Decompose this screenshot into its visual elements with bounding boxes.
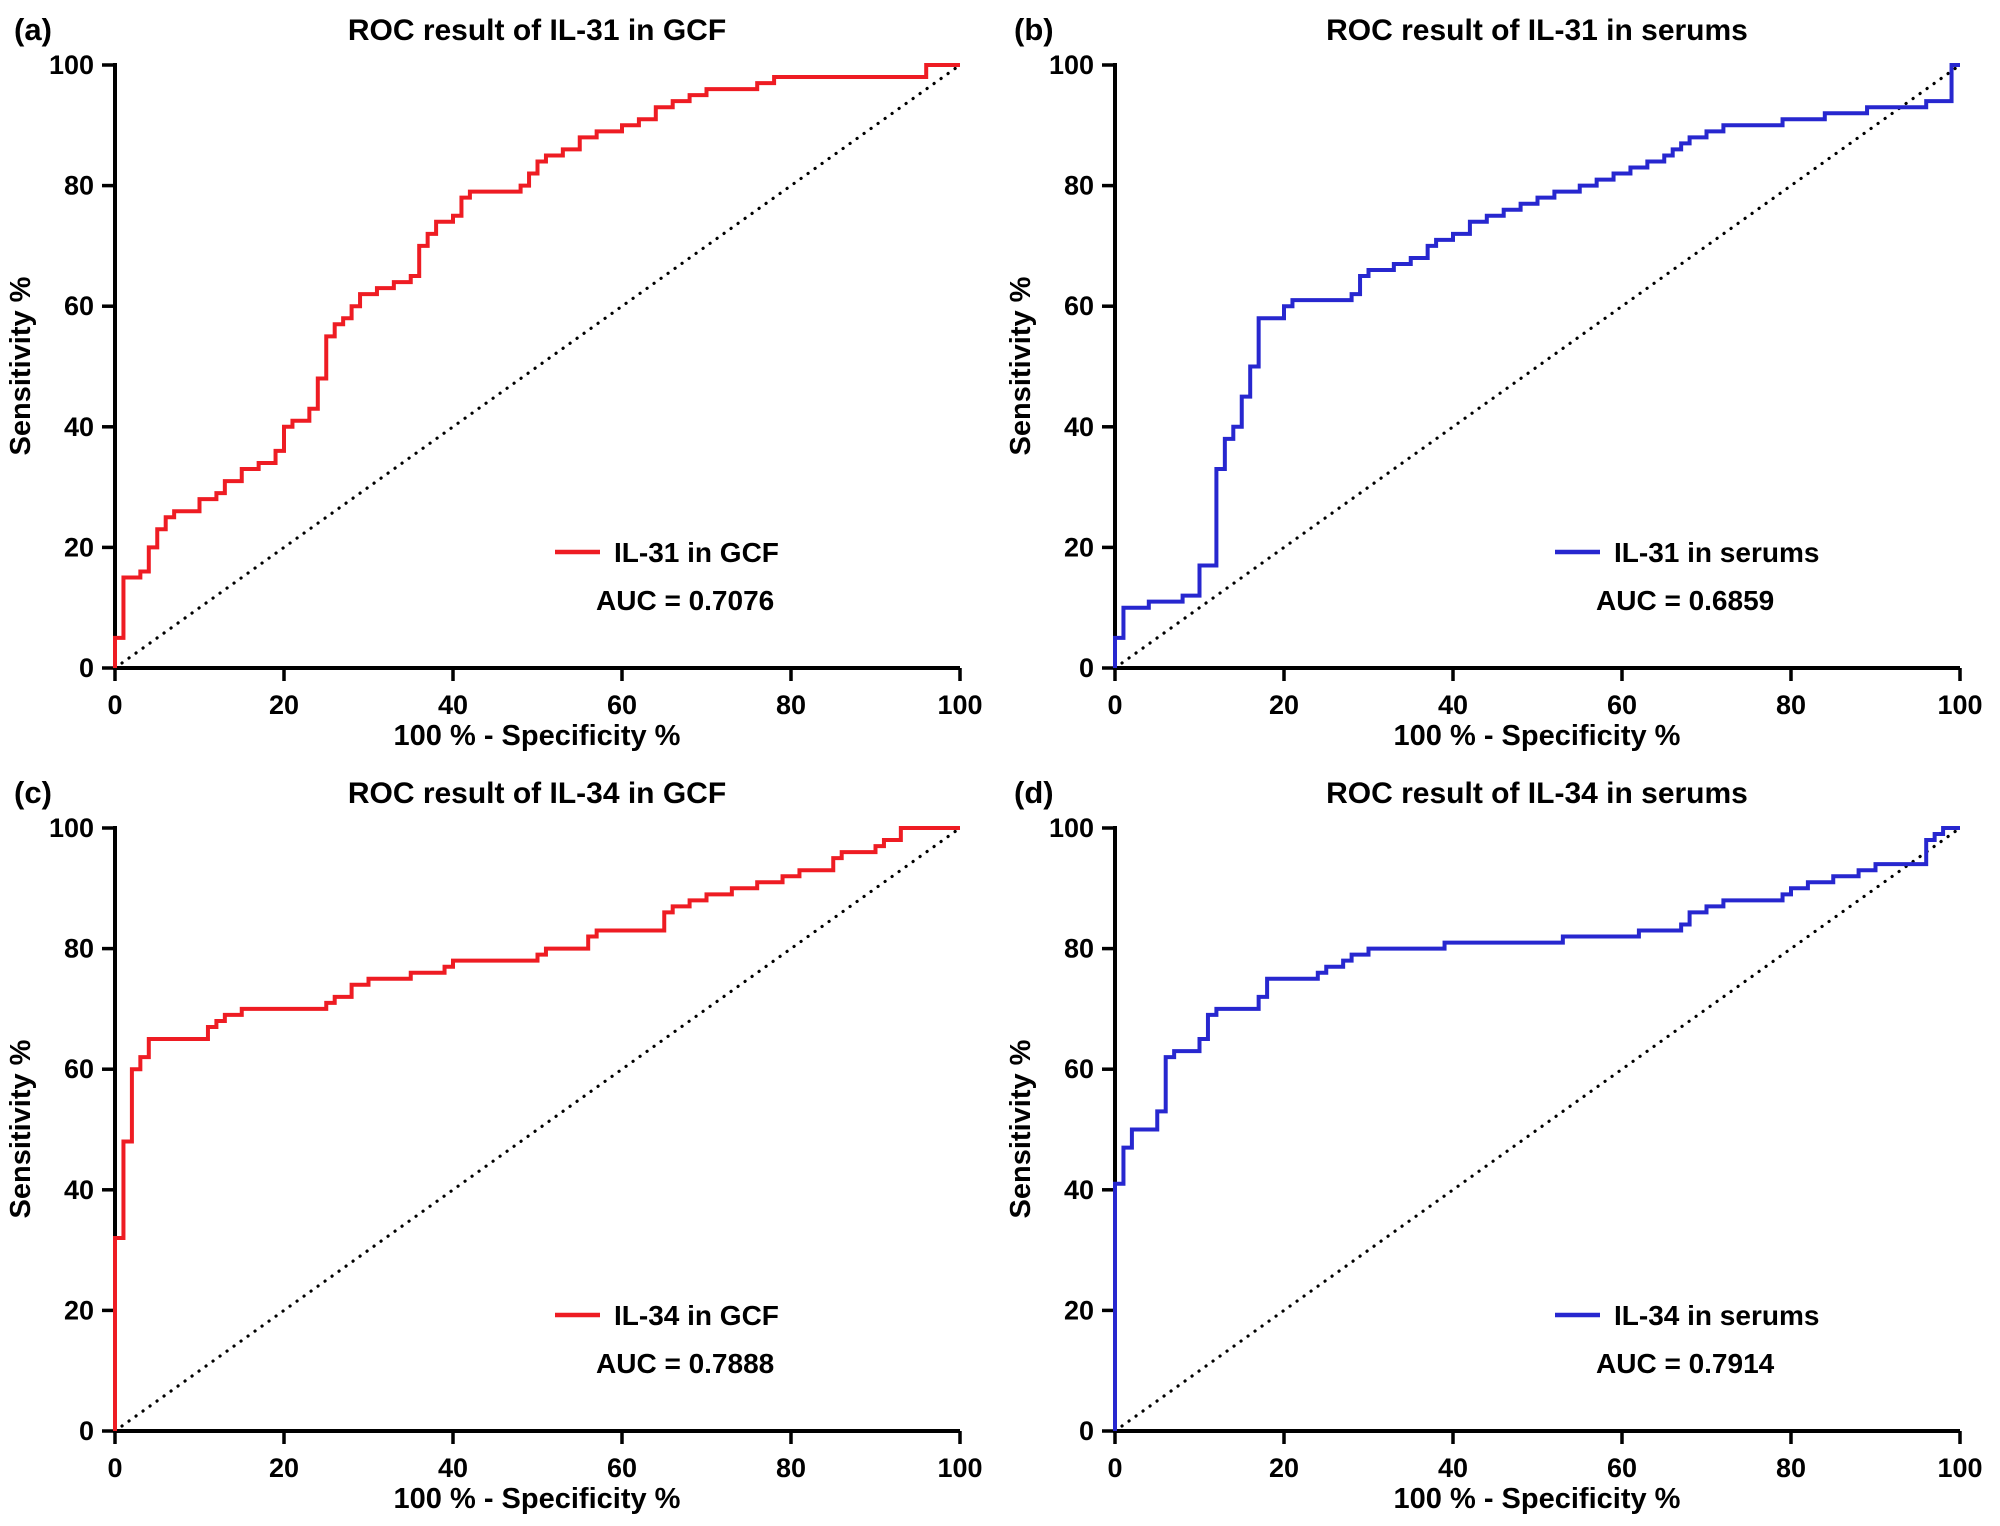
y-tick-label: 20 bbox=[64, 532, 94, 562]
x-tick-label: 80 bbox=[1776, 690, 1806, 720]
x-tick-label: 80 bbox=[776, 690, 806, 720]
x-tick-label: 80 bbox=[1776, 1453, 1806, 1483]
reference-diagonal bbox=[113, 826, 962, 1433]
y-tick-label: 80 bbox=[1064, 171, 1094, 201]
roc-curve bbox=[1113, 63, 1960, 668]
reference-diagonal bbox=[1113, 63, 1962, 670]
y-tick-label: 0 bbox=[79, 1416, 94, 1446]
x-axis-label: 100 % - Specificity % bbox=[394, 720, 681, 752]
x-tick-label: 60 bbox=[607, 1453, 637, 1483]
y-tick-label: 0 bbox=[79, 653, 94, 683]
plot-area: 0 20 40 60 80 100 0 20 40 60 80 100 bbox=[49, 50, 983, 720]
legend-label: IL-34 in serums bbox=[1614, 1300, 1819, 1331]
y-tick-label: 20 bbox=[1064, 1295, 1094, 1325]
roc-panel-b: (b) ROC result of IL-31 in serums Sensit… bbox=[1000, 0, 2000, 763]
x-axis-label: 100 % - Specificity % bbox=[1394, 1483, 1681, 1515]
x-axis-label: 100 % - Specificity % bbox=[1394, 720, 1681, 752]
x-tick-label: 40 bbox=[1438, 690, 1468, 720]
x-tick-label: 40 bbox=[438, 1453, 468, 1483]
roc-curve bbox=[113, 63, 960, 668]
roc-chart-b: (b) ROC result of IL-31 in serums Sensit… bbox=[1005, 12, 1983, 752]
chart-title: ROC result of IL-34 in GCF bbox=[348, 777, 726, 810]
x-tick-label: 0 bbox=[1107, 1453, 1122, 1483]
legend-label: IL-31 in GCF bbox=[614, 537, 779, 568]
auc-value: AUC = 0.7888 bbox=[596, 1348, 774, 1379]
y-tick-label: 100 bbox=[1049, 813, 1094, 843]
y-tick-label: 60 bbox=[64, 291, 94, 321]
legend-label: IL-31 in serums bbox=[1614, 537, 1819, 568]
x-axis-label: 100 % - Specificity % bbox=[394, 1483, 681, 1515]
panel-label: (a) bbox=[14, 12, 52, 47]
panel-label: (b) bbox=[1014, 12, 1054, 47]
y-tick-label: 0 bbox=[1079, 653, 1094, 683]
x-tick-label: 0 bbox=[1107, 690, 1122, 720]
y-tick-label: 100 bbox=[49, 50, 94, 80]
y-tick-label: 80 bbox=[1064, 934, 1094, 964]
x-tick-label: 100 bbox=[937, 690, 982, 720]
reference-diagonal bbox=[113, 63, 962, 670]
chart-title: ROC result of IL-34 in serums bbox=[1326, 777, 1748, 810]
y-tick-label: 40 bbox=[64, 412, 94, 442]
roc-chart-a: (a) ROC result of IL-31 in GCF Sensitivi… bbox=[5, 12, 983, 752]
y-axis-label: Sensitivity % bbox=[1005, 1039, 1037, 1218]
y-tick-label: 20 bbox=[1064, 532, 1094, 562]
auc-value: AUC = 0.7914 bbox=[1596, 1348, 1775, 1379]
x-tick-label: 20 bbox=[269, 1453, 299, 1483]
plot-area: 0 20 40 60 80 100 0 20 40 60 80 100 bbox=[1049, 50, 1983, 720]
y-tick-label: 0 bbox=[1079, 1416, 1094, 1446]
reference-diagonal bbox=[1113, 826, 1962, 1433]
y-tick-label: 60 bbox=[64, 1054, 94, 1084]
x-tick-label: 100 bbox=[1937, 690, 1982, 720]
x-tick-label: 80 bbox=[776, 1453, 806, 1483]
x-tick-label: 0 bbox=[107, 690, 122, 720]
y-tick-label: 100 bbox=[1049, 50, 1094, 80]
panel-label: (d) bbox=[1014, 775, 1054, 810]
y-tick-label: 60 bbox=[1064, 291, 1094, 321]
y-tick-label: 60 bbox=[1064, 1054, 1094, 1084]
chart-title: ROC result of IL-31 in GCF bbox=[348, 14, 726, 47]
y-tick-label: 40 bbox=[64, 1175, 94, 1205]
x-tick-label: 100 bbox=[937, 1453, 982, 1483]
roc-chart-c: (c) ROC result of IL-34 in GCF Sensitivi… bbox=[5, 775, 983, 1515]
x-tick-label: 60 bbox=[1607, 690, 1637, 720]
roc-curve bbox=[1113, 826, 1960, 1431]
plot-area: 0 20 40 60 80 100 0 20 40 60 80 100 bbox=[1049, 813, 1983, 1483]
y-axis-label: Sensitivity % bbox=[5, 276, 37, 455]
y-axis-label: Sensitivity % bbox=[1005, 276, 1037, 455]
chart-title: ROC result of IL-31 in serums bbox=[1326, 14, 1748, 47]
x-tick-label: 20 bbox=[1269, 690, 1299, 720]
y-tick-label: 80 bbox=[64, 934, 94, 964]
roc-curve bbox=[113, 826, 960, 1431]
legend-label: IL-34 in GCF bbox=[614, 1300, 779, 1331]
y-tick-label: 20 bbox=[64, 1295, 94, 1325]
x-tick-label: 100 bbox=[1937, 1453, 1982, 1483]
y-tick-label: 40 bbox=[1064, 412, 1094, 442]
y-tick-label: 100 bbox=[49, 813, 94, 843]
panel-label: (c) bbox=[14, 775, 52, 810]
y-tick-label: 80 bbox=[64, 171, 94, 201]
roc-panel-d: (d) ROC result of IL-34 in serums Sensit… bbox=[1000, 763, 2000, 1526]
roc-chart-d: (d) ROC result of IL-34 in serums Sensit… bbox=[1005, 775, 1983, 1515]
y-axis-label: Sensitivity % bbox=[5, 1039, 37, 1218]
roc-panel-c: (c) ROC result of IL-34 in GCF Sensitivi… bbox=[0, 763, 1000, 1526]
plot-area: 0 20 40 60 80 100 0 20 40 60 80 100 bbox=[49, 813, 983, 1483]
x-tick-label: 20 bbox=[1269, 1453, 1299, 1483]
x-tick-label: 20 bbox=[269, 690, 299, 720]
y-tick-label: 40 bbox=[1064, 1175, 1094, 1205]
x-tick-label: 60 bbox=[1607, 1453, 1637, 1483]
x-tick-label: 40 bbox=[1438, 1453, 1468, 1483]
auc-value: AUC = 0.6859 bbox=[1596, 585, 1774, 616]
auc-value: AUC = 0.7076 bbox=[596, 585, 774, 616]
x-tick-label: 0 bbox=[107, 1453, 122, 1483]
roc-panel-a: (a) ROC result of IL-31 in GCF Sensitivi… bbox=[0, 0, 1000, 763]
x-tick-label: 40 bbox=[438, 690, 468, 720]
x-tick-label: 60 bbox=[607, 690, 637, 720]
